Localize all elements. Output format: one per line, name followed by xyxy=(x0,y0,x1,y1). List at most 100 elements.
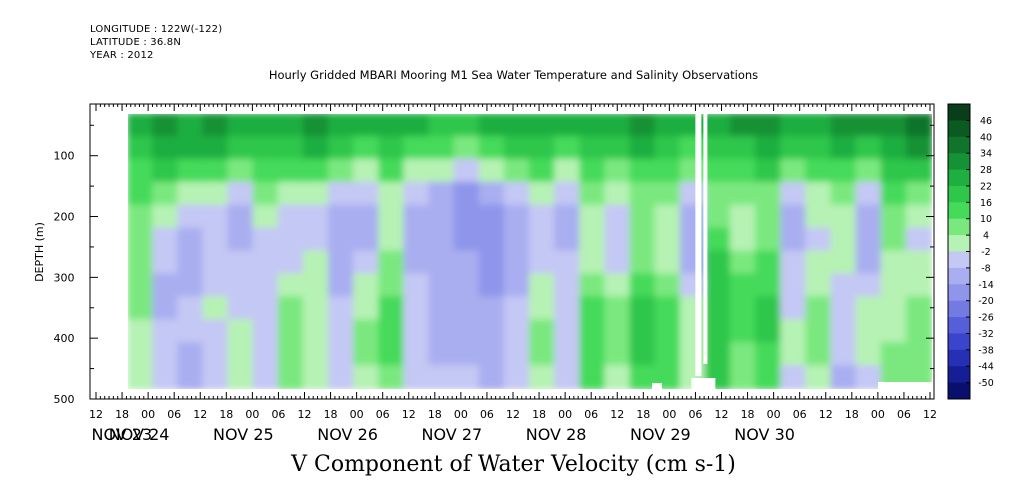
heatmap-cell xyxy=(453,296,481,322)
colorbar-label: 16 xyxy=(980,198,992,209)
heatmap-cell xyxy=(855,227,883,253)
heatmap-cell xyxy=(378,273,406,299)
heatmap-cell xyxy=(403,250,431,276)
heatmap-cell xyxy=(780,114,808,138)
heatmap-cell xyxy=(805,135,833,161)
heatmap-cell xyxy=(128,114,155,138)
colorbar-swatch xyxy=(948,153,970,170)
heatmap-cell xyxy=(704,319,732,345)
heatmap-cell xyxy=(529,181,557,207)
heatmap-cell xyxy=(855,273,883,299)
heatmap-cell xyxy=(579,296,607,322)
heatmap-cell xyxy=(704,181,732,207)
heatmap-cell xyxy=(378,135,406,161)
heatmap-cell xyxy=(453,273,481,299)
x-hour-tick-label: 12 xyxy=(402,408,416,421)
colorbar-swatch xyxy=(948,202,970,220)
heatmap-cell xyxy=(428,114,456,138)
colorbar-swatch xyxy=(948,284,970,302)
heatmap-cell xyxy=(579,273,607,299)
heatmap-cell xyxy=(277,319,305,345)
heatmap-cell xyxy=(202,181,230,207)
x-day-label: NOV 24 xyxy=(109,425,170,444)
heatmap-cell xyxy=(554,204,582,230)
colorbar-label: -20 xyxy=(978,296,994,307)
y-axis: 100 200 300 400 500 xyxy=(54,124,934,406)
heatmap-cell xyxy=(277,365,305,389)
heatmap-cell xyxy=(629,158,657,184)
colorbar-swatch xyxy=(948,267,970,285)
heatmap-cell xyxy=(704,250,732,276)
heatmap-cell xyxy=(302,365,330,389)
heatmap-cell xyxy=(805,342,833,368)
heatmap-cell xyxy=(604,342,632,368)
heatmap-cell xyxy=(755,114,783,138)
x-hour-tick-label: 06 xyxy=(688,408,702,421)
heatmap-cell xyxy=(780,342,808,368)
heatmap-cell xyxy=(428,227,456,253)
colorbar-label: -32 xyxy=(978,329,994,340)
heatmap-cell xyxy=(128,296,155,322)
heatmap-cell xyxy=(227,273,255,299)
y-tick-label: 400 xyxy=(54,332,75,345)
heatmap-cell xyxy=(755,342,783,368)
heatmap-cell xyxy=(503,296,531,322)
heatmap-cell xyxy=(428,158,456,184)
x-hour-tick-label: 12 xyxy=(923,408,937,421)
heatmap-cell xyxy=(202,204,230,230)
heatmap-cell xyxy=(177,204,205,230)
heatmap-cell xyxy=(227,135,255,161)
heatmap-cell xyxy=(277,204,305,230)
heatmap-cell xyxy=(453,319,481,345)
heatmap-cell xyxy=(629,296,657,322)
heatmap-cell xyxy=(880,181,908,207)
heatmap-cell xyxy=(353,227,381,253)
x-day-label: NOV 30 xyxy=(734,425,795,444)
heatmap-cell xyxy=(128,135,155,161)
heatmap-cell xyxy=(730,273,758,299)
heatmap-cell xyxy=(529,250,557,276)
heatmap-cell xyxy=(128,250,155,276)
heatmap-cell xyxy=(604,181,632,207)
heatmap-cell xyxy=(629,250,657,276)
heatmap-cell xyxy=(353,319,381,345)
colorbar-label: -50 xyxy=(978,378,994,389)
heatmap-cell xyxy=(679,135,707,161)
x-hour-tick-label: 06 xyxy=(480,408,494,421)
heatmap-cell xyxy=(679,319,707,345)
heatmap-cell xyxy=(227,319,255,345)
colorbar: 46 40 34 28 22 16 10 4 -2 -8 -14 -20 -26 -32 -38 -44 -50 xyxy=(947,103,994,400)
missing-data-gaps xyxy=(652,114,932,389)
heatmap-cell xyxy=(579,227,607,253)
heatmap-cell xyxy=(453,114,481,138)
colorbar-swatch xyxy=(948,382,970,400)
x-axis: 12 18 00 06 12 18 00 06 12 18 00 06 12 18 00 06 12 18 00 06… xyxy=(89,104,937,444)
heatmap-cell xyxy=(302,114,330,138)
heatmap-cell xyxy=(428,204,456,230)
heatmap-cell xyxy=(277,135,305,161)
heatmap-cell xyxy=(152,319,180,345)
heatmap-cell xyxy=(328,296,356,322)
heatmap-cell xyxy=(629,204,657,230)
heatmap-cell xyxy=(453,365,481,389)
y-tick-label: 300 xyxy=(54,271,75,284)
heatmap-cell xyxy=(880,204,908,230)
heatmap-cell xyxy=(629,135,657,161)
heatmap-cell xyxy=(679,181,707,207)
heatmap-cell xyxy=(428,296,456,322)
heatmap-cell xyxy=(152,273,180,299)
heatmap-cell xyxy=(855,135,883,161)
heatmap-cell xyxy=(328,204,356,230)
heatmap-cell xyxy=(428,273,456,299)
heatmap-cell xyxy=(880,342,908,368)
heatmap-cell xyxy=(277,342,305,368)
heatmap-cell xyxy=(654,158,682,184)
heatmap-cell xyxy=(679,296,707,322)
heatmap-cell xyxy=(679,158,707,184)
heatmap-cell xyxy=(302,204,330,230)
heatmap-cell xyxy=(780,273,808,299)
heatmap-cell xyxy=(880,250,908,276)
heatmap-cell xyxy=(378,342,406,368)
x-hour-tick-label: 00 xyxy=(871,408,885,421)
heatmap-cell xyxy=(780,319,808,345)
